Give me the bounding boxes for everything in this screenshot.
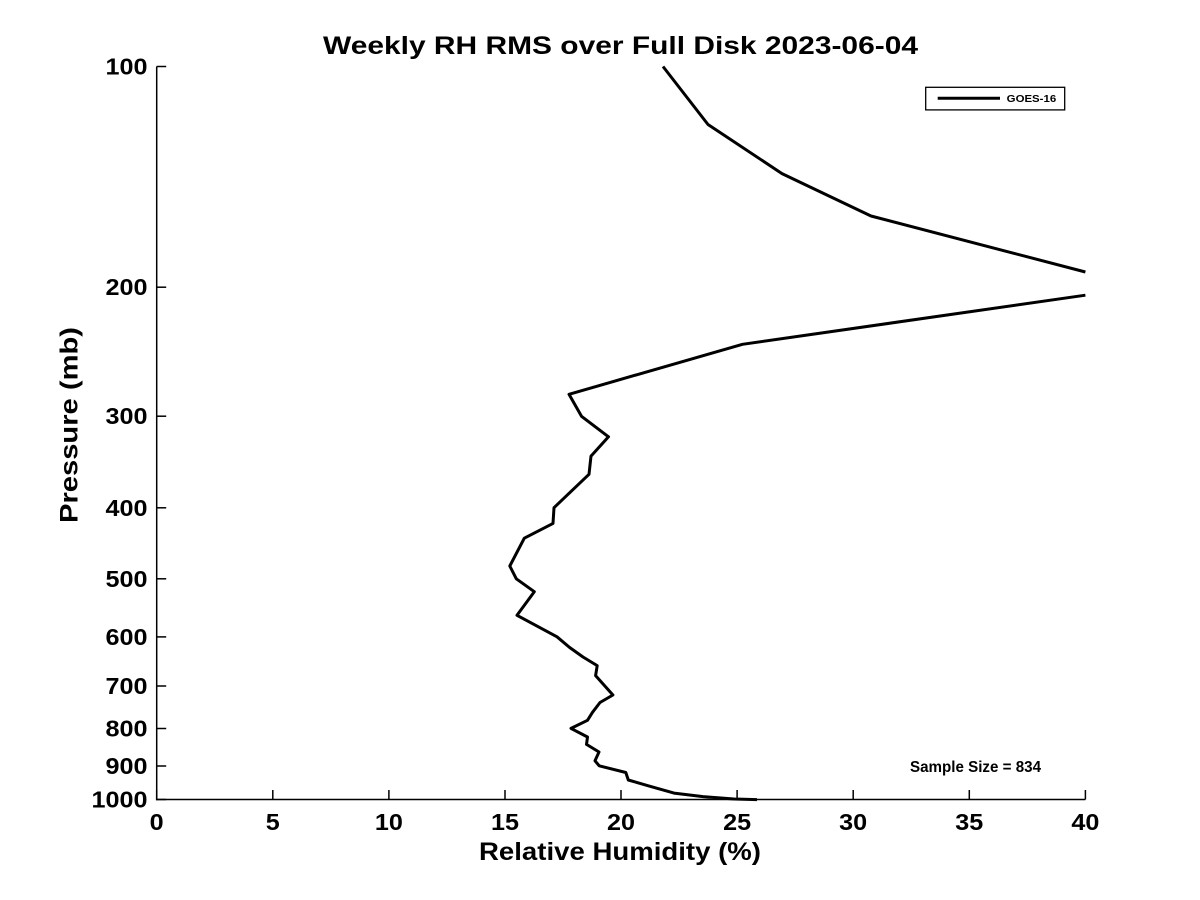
svg-text:600: 600 xyxy=(106,624,148,650)
svg-text:5: 5 xyxy=(266,809,280,835)
svg-text:Sample Size = 834: Sample Size = 834 xyxy=(910,759,1041,776)
svg-text:400: 400 xyxy=(106,495,148,521)
svg-text:30: 30 xyxy=(839,809,867,835)
svg-text:200: 200 xyxy=(106,274,148,300)
svg-text:300: 300 xyxy=(106,403,148,429)
svg-text:Relative Humidity (%): Relative Humidity (%) xyxy=(479,838,761,866)
svg-text:800: 800 xyxy=(106,716,148,742)
svg-text:Weekly RH RMS over Full Disk 2: Weekly RH RMS over Full Disk 2023-06-04 xyxy=(323,32,918,60)
svg-text:700: 700 xyxy=(106,673,148,699)
svg-text:500: 500 xyxy=(106,566,148,592)
svg-text:Pressure (mb): Pressure (mb) xyxy=(56,327,84,523)
svg-text:40: 40 xyxy=(1071,809,1099,835)
svg-text:10: 10 xyxy=(375,809,403,835)
svg-text:25: 25 xyxy=(723,809,751,835)
svg-text:20: 20 xyxy=(607,809,635,835)
svg-text:15: 15 xyxy=(491,809,519,835)
svg-text:GOES-16: GOES-16 xyxy=(1007,94,1057,105)
svg-text:35: 35 xyxy=(955,809,983,835)
svg-text:100: 100 xyxy=(106,54,148,80)
svg-text:0: 0 xyxy=(150,809,164,835)
svg-text:1000: 1000 xyxy=(92,787,148,813)
svg-text:900: 900 xyxy=(106,753,148,779)
